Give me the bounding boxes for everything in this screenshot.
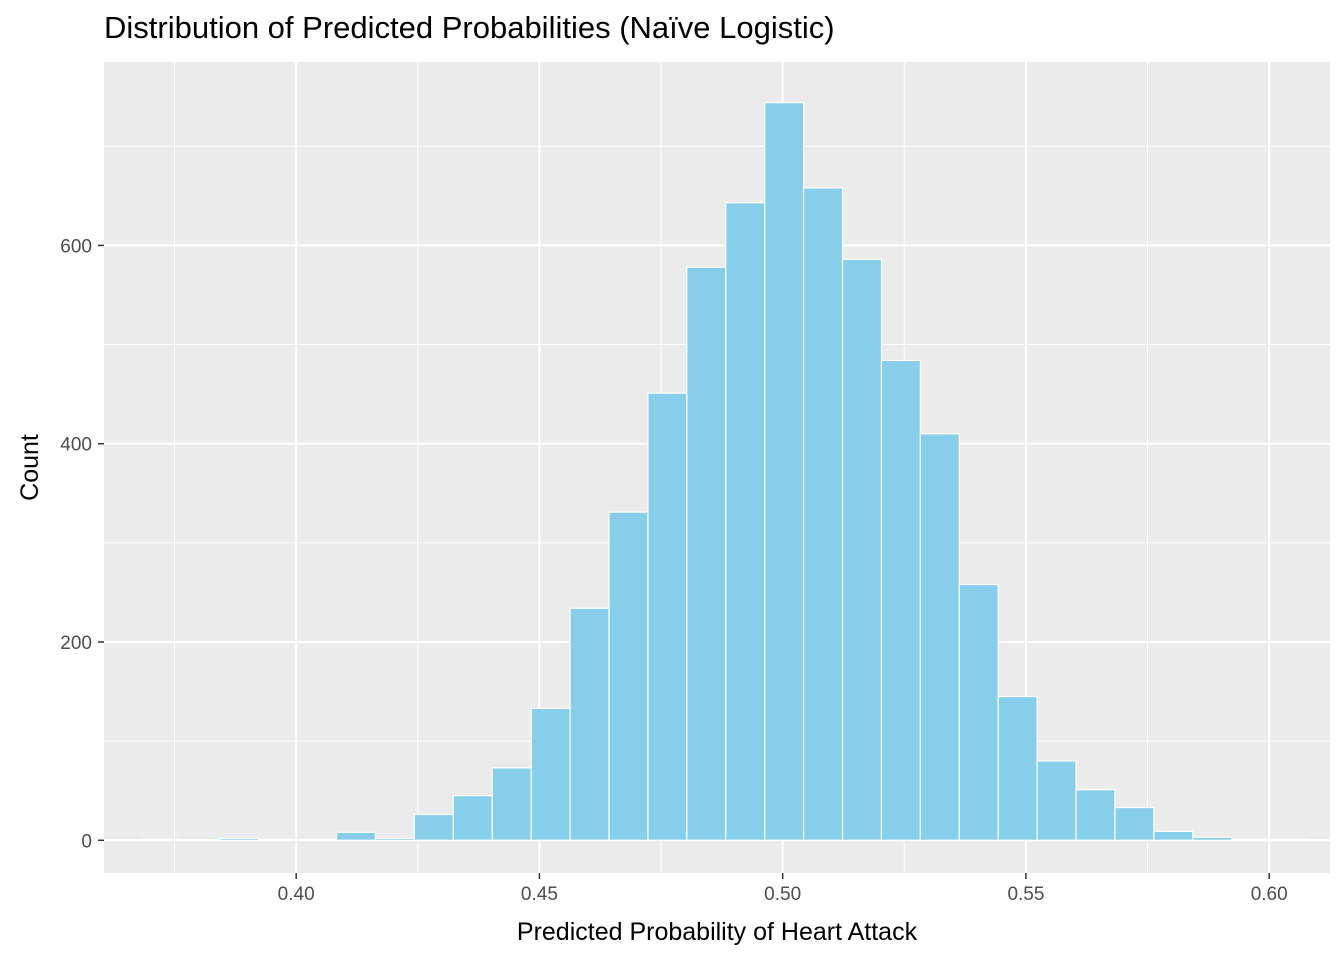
x-tick-label: 0.55: [1007, 884, 1044, 905]
histogram-bar: [686, 266, 727, 841]
histogram-bar: [413, 813, 454, 841]
histogram-bar: [452, 795, 493, 841]
histogram-bars: [141, 102, 1311, 841]
histogram-bar: [647, 392, 688, 841]
histogram-bar: [1270, 838, 1311, 841]
histogram-bar: [1153, 830, 1194, 841]
x-tick-label: 0.50: [764, 884, 801, 905]
histogram-bar: [880, 359, 921, 841]
histogram-bar: [335, 831, 377, 841]
histogram-bar: [841, 258, 883, 841]
histogram-bar: [1114, 806, 1155, 841]
histogram-bar: [608, 511, 649, 841]
y-axis-ticks: 0 200 400 600: [60, 236, 104, 852]
histogram-bar: [219, 837, 260, 841]
histogram-bar: [1231, 838, 1272, 841]
histogram-bar: [764, 102, 805, 841]
histogram-bar: [258, 838, 299, 841]
histogram-bar: [958, 583, 999, 841]
histogram-bar: [569, 607, 610, 841]
histogram-bar: [530, 707, 571, 841]
histogram-bar: [802, 187, 844, 841]
chart-title: Distribution of Predicted Probabilities …: [104, 10, 835, 45]
y-axis-title: Count: [16, 434, 44, 501]
x-tick-label: 0.45: [521, 884, 558, 905]
histogram-bar: [374, 837, 415, 841]
histogram-bar: [725, 202, 766, 841]
histogram-bar: [919, 433, 960, 841]
x-tick-label: 0.60: [1251, 884, 1288, 905]
y-tick-label: 400: [60, 435, 92, 456]
histogram-bar: [297, 838, 338, 841]
x-tick-label: 0.40: [278, 884, 315, 905]
histogram-bar: [1075, 789, 1116, 841]
histogram-bar: [141, 838, 182, 841]
y-tick-label: 0: [81, 831, 92, 852]
y-tick-label: 200: [60, 633, 92, 654]
histogram-bar: [997, 695, 1038, 841]
histogram-bar: [1036, 760, 1077, 841]
y-tick-label: 600: [60, 236, 92, 257]
x-axis-title: Predicted Probability of Heart Attack: [517, 918, 918, 946]
histogram-bar: [491, 767, 532, 841]
x-axis-ticks: 0.40 0.45 0.50 0.55 0.60: [278, 873, 1288, 905]
histogram-bar: [1192, 836, 1233, 841]
